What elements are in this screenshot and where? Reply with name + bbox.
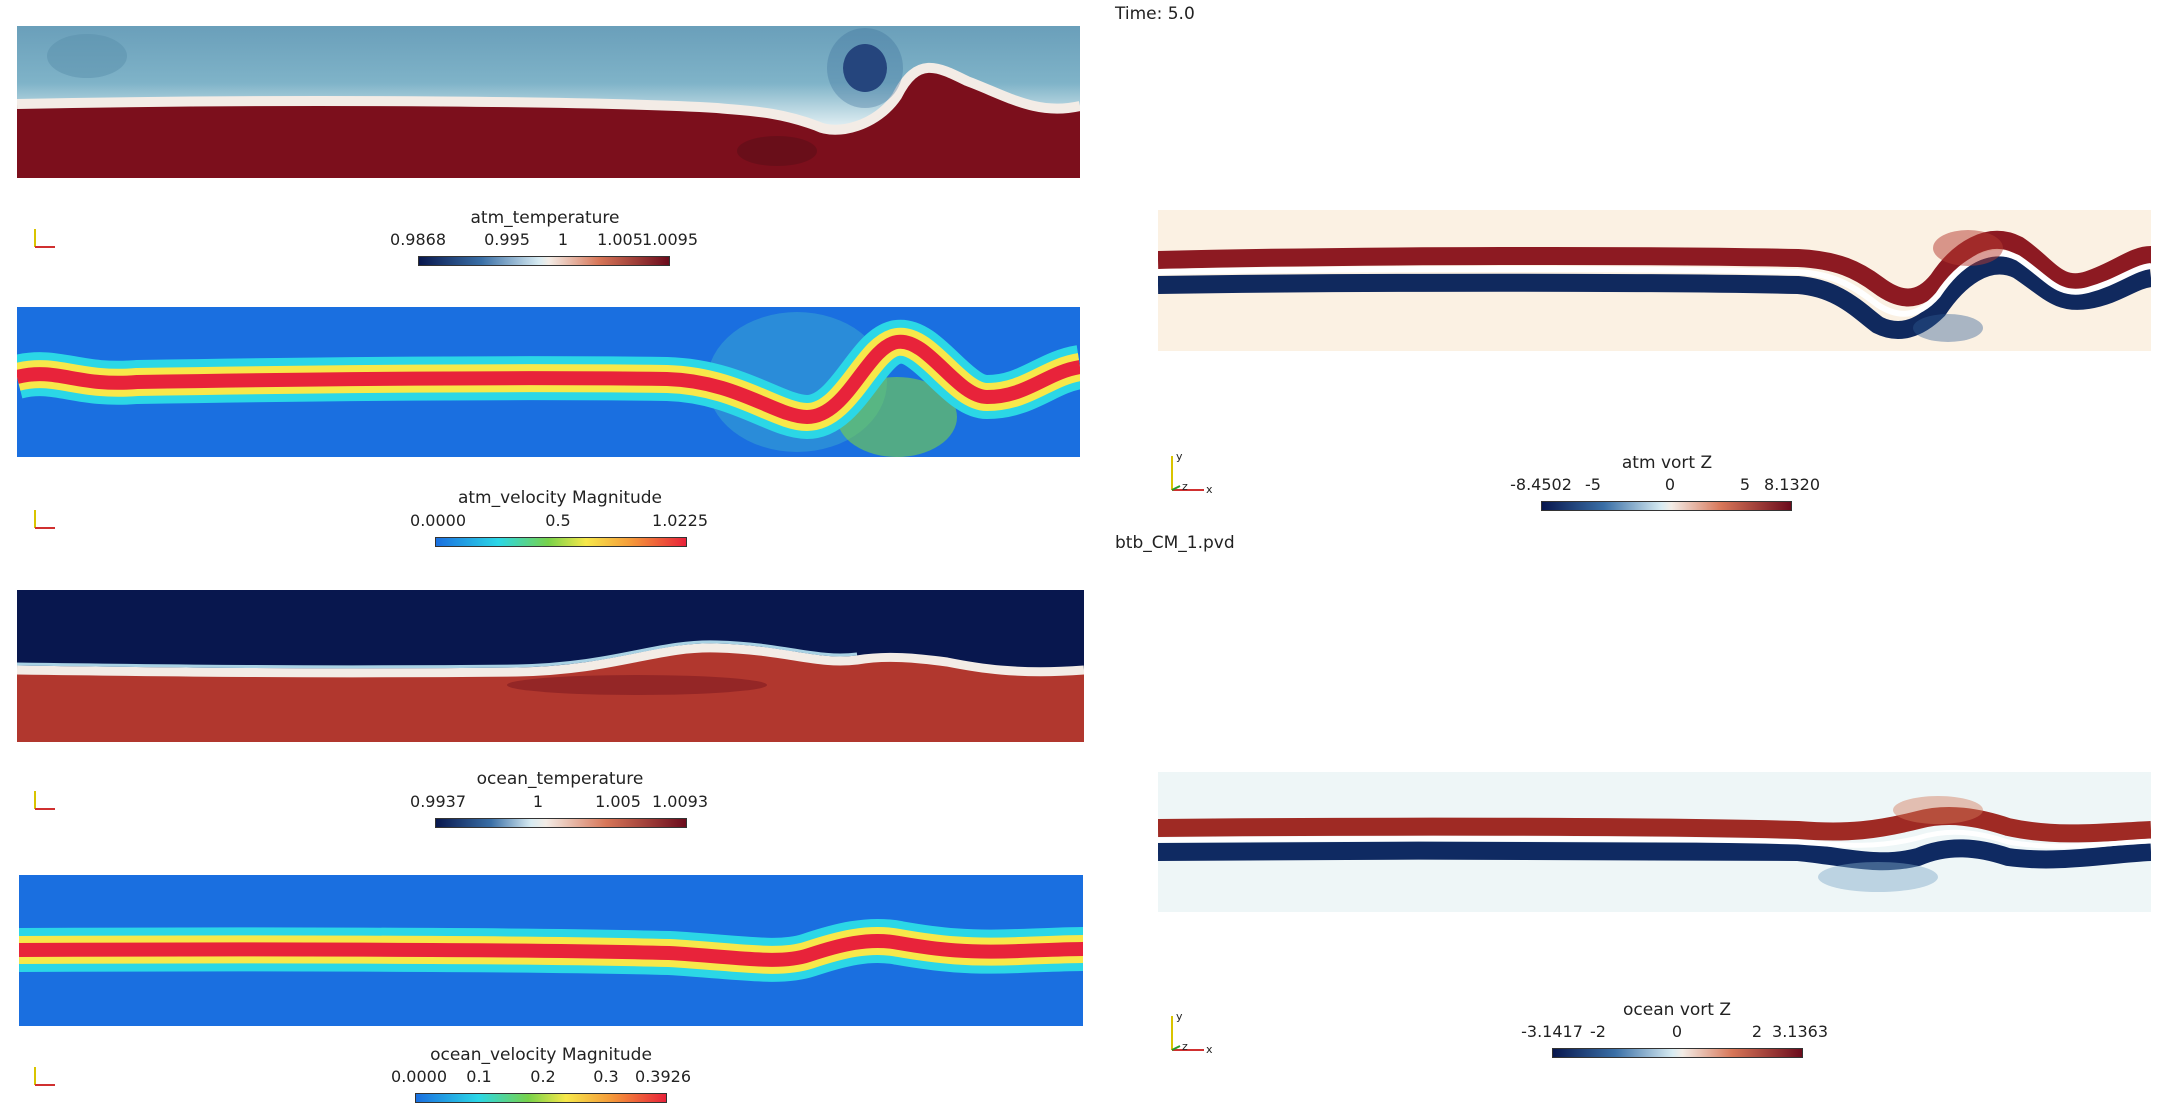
colorbar-tick: 0: [1664, 475, 1676, 494]
colorbar: [1552, 1048, 1803, 1058]
colorbar-title: atm_temperature: [470, 208, 620, 228]
colorbar: [418, 256, 670, 266]
colorbar-title: atm_velocity Magnitude: [457, 488, 663, 508]
colorbar-tick: 0.9868: [390, 230, 446, 249]
colorbar-tick: 1.005: [595, 792, 641, 811]
colorbar-title: ocean vort Z: [1623, 1000, 1731, 1020]
axis-y-label: y: [1176, 1010, 1183, 1023]
colorbar-tick: 0.3: [593, 1067, 619, 1086]
colorbar-tick: 1: [532, 792, 544, 811]
colorbar: [435, 537, 687, 547]
ocean-temperature-plot[interactable]: [17, 590, 1084, 742]
orientation-axes-icon: [33, 508, 59, 534]
colorbar-tick: -8.4502: [1510, 475, 1572, 494]
colorbar-tick: 1.005: [597, 230, 643, 249]
colorbar-tick: 0.9937: [410, 792, 466, 811]
colorbar-tick: 0.5: [545, 511, 571, 530]
colorbar-tick: 2: [1751, 1022, 1763, 1041]
colorbar-tick: 0.995: [484, 230, 530, 249]
colorbar-title: ocean_velocity Magnitude: [430, 1045, 652, 1065]
orientation-axes-3d-icon: y z x: [1166, 1010, 1216, 1060]
orientation-axes-icon: [33, 1065, 59, 1091]
colorbar-tick: 1: [557, 230, 569, 249]
ocean-vorticity-plot[interactable]: [1158, 772, 2151, 912]
colorbar-tick: 3.1363: [1772, 1022, 1828, 1041]
colorbar-title: atm vort Z: [1621, 453, 1713, 473]
ocean-velocity-plot[interactable]: [19, 875, 1083, 1026]
colorbar-tick: 8.1320: [1764, 475, 1820, 494]
orientation-axes-icon: [33, 789, 59, 815]
colorbar-tick: -5: [1585, 475, 1601, 494]
time-label: Time: 5.0: [1115, 4, 1195, 24]
colorbar-title: ocean_temperature: [476, 769, 644, 789]
colorbar-tick: 0.1: [466, 1067, 492, 1086]
colorbar-tick: 5: [1739, 475, 1751, 494]
axis-x-label: x: [1206, 1043, 1213, 1056]
atm-velocity-plot[interactable]: [17, 307, 1080, 457]
colorbar-tick: -2: [1590, 1022, 1606, 1041]
colorbar: [415, 1093, 667, 1103]
axis-z-label: z: [1182, 1040, 1188, 1053]
colorbar: [435, 818, 687, 828]
colorbar-tick: 1.0225: [652, 511, 708, 530]
file-name-label: btb_CM_1.pvd: [1115, 533, 1235, 553]
colorbar-tick: 1.0093: [652, 792, 708, 811]
colorbar: [1541, 501, 1792, 511]
orientation-axes-3d-icon: y z x: [1166, 450, 1216, 500]
orientation-axes-icon: [33, 227, 59, 253]
colorbar-tick: 0.0000: [410, 511, 466, 530]
atm-temperature-plot[interactable]: [17, 26, 1080, 178]
colorbar-tick: 0.3926: [635, 1067, 691, 1086]
colorbar-tick: 1.0095: [642, 230, 698, 249]
axis-y-label: y: [1176, 450, 1183, 463]
colorbar-tick: 0.2: [530, 1067, 556, 1086]
atm-vorticity-plot[interactable]: [1158, 210, 2151, 351]
colorbar-tick: -3.1417: [1521, 1022, 1583, 1041]
axis-x-label: x: [1206, 483, 1213, 496]
colorbar-tick: 0: [1671, 1022, 1683, 1041]
colorbar-tick: 0.0000: [391, 1067, 447, 1086]
axis-z-label: z: [1182, 480, 1188, 493]
